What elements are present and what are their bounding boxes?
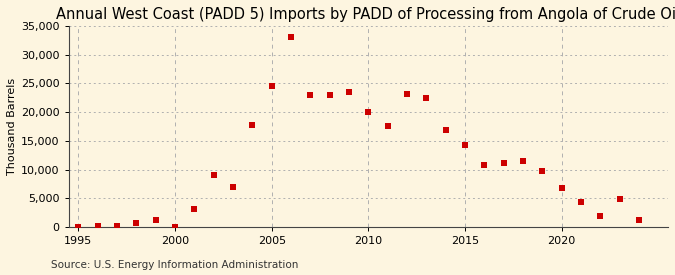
Point [537, 169, 548, 174]
Point [421, 95, 432, 100]
Point [344, 90, 354, 94]
Point [267, 84, 277, 89]
Point [440, 128, 451, 132]
Point [209, 173, 219, 177]
Point [634, 218, 645, 222]
Point [576, 200, 587, 205]
Point [382, 124, 393, 129]
Point [556, 186, 567, 190]
Point [169, 225, 180, 230]
Point [131, 221, 142, 225]
Point [111, 224, 122, 228]
Point [305, 93, 316, 97]
Point [286, 35, 296, 40]
Point [518, 159, 529, 163]
Point [227, 185, 238, 189]
Text: Source: U.S. Energy Information Administration: Source: U.S. Energy Information Administ… [51, 260, 298, 270]
Point [479, 163, 490, 167]
Point [595, 213, 605, 218]
Point [189, 207, 200, 211]
Point [325, 93, 335, 97]
Point [92, 224, 103, 229]
Point [73, 225, 84, 229]
Title: Annual West Coast (PADD 5) Imports by PADD of Processing from Angola of Crude Oi: Annual West Coast (PADD 5) Imports by PA… [56, 7, 675, 22]
Point [363, 110, 374, 114]
Y-axis label: Thousand Barrels: Thousand Barrels [7, 78, 17, 175]
Point [247, 123, 258, 128]
Point [460, 143, 470, 148]
Point [402, 92, 412, 96]
Point [498, 161, 509, 165]
Point [151, 217, 161, 222]
Point [614, 197, 625, 202]
